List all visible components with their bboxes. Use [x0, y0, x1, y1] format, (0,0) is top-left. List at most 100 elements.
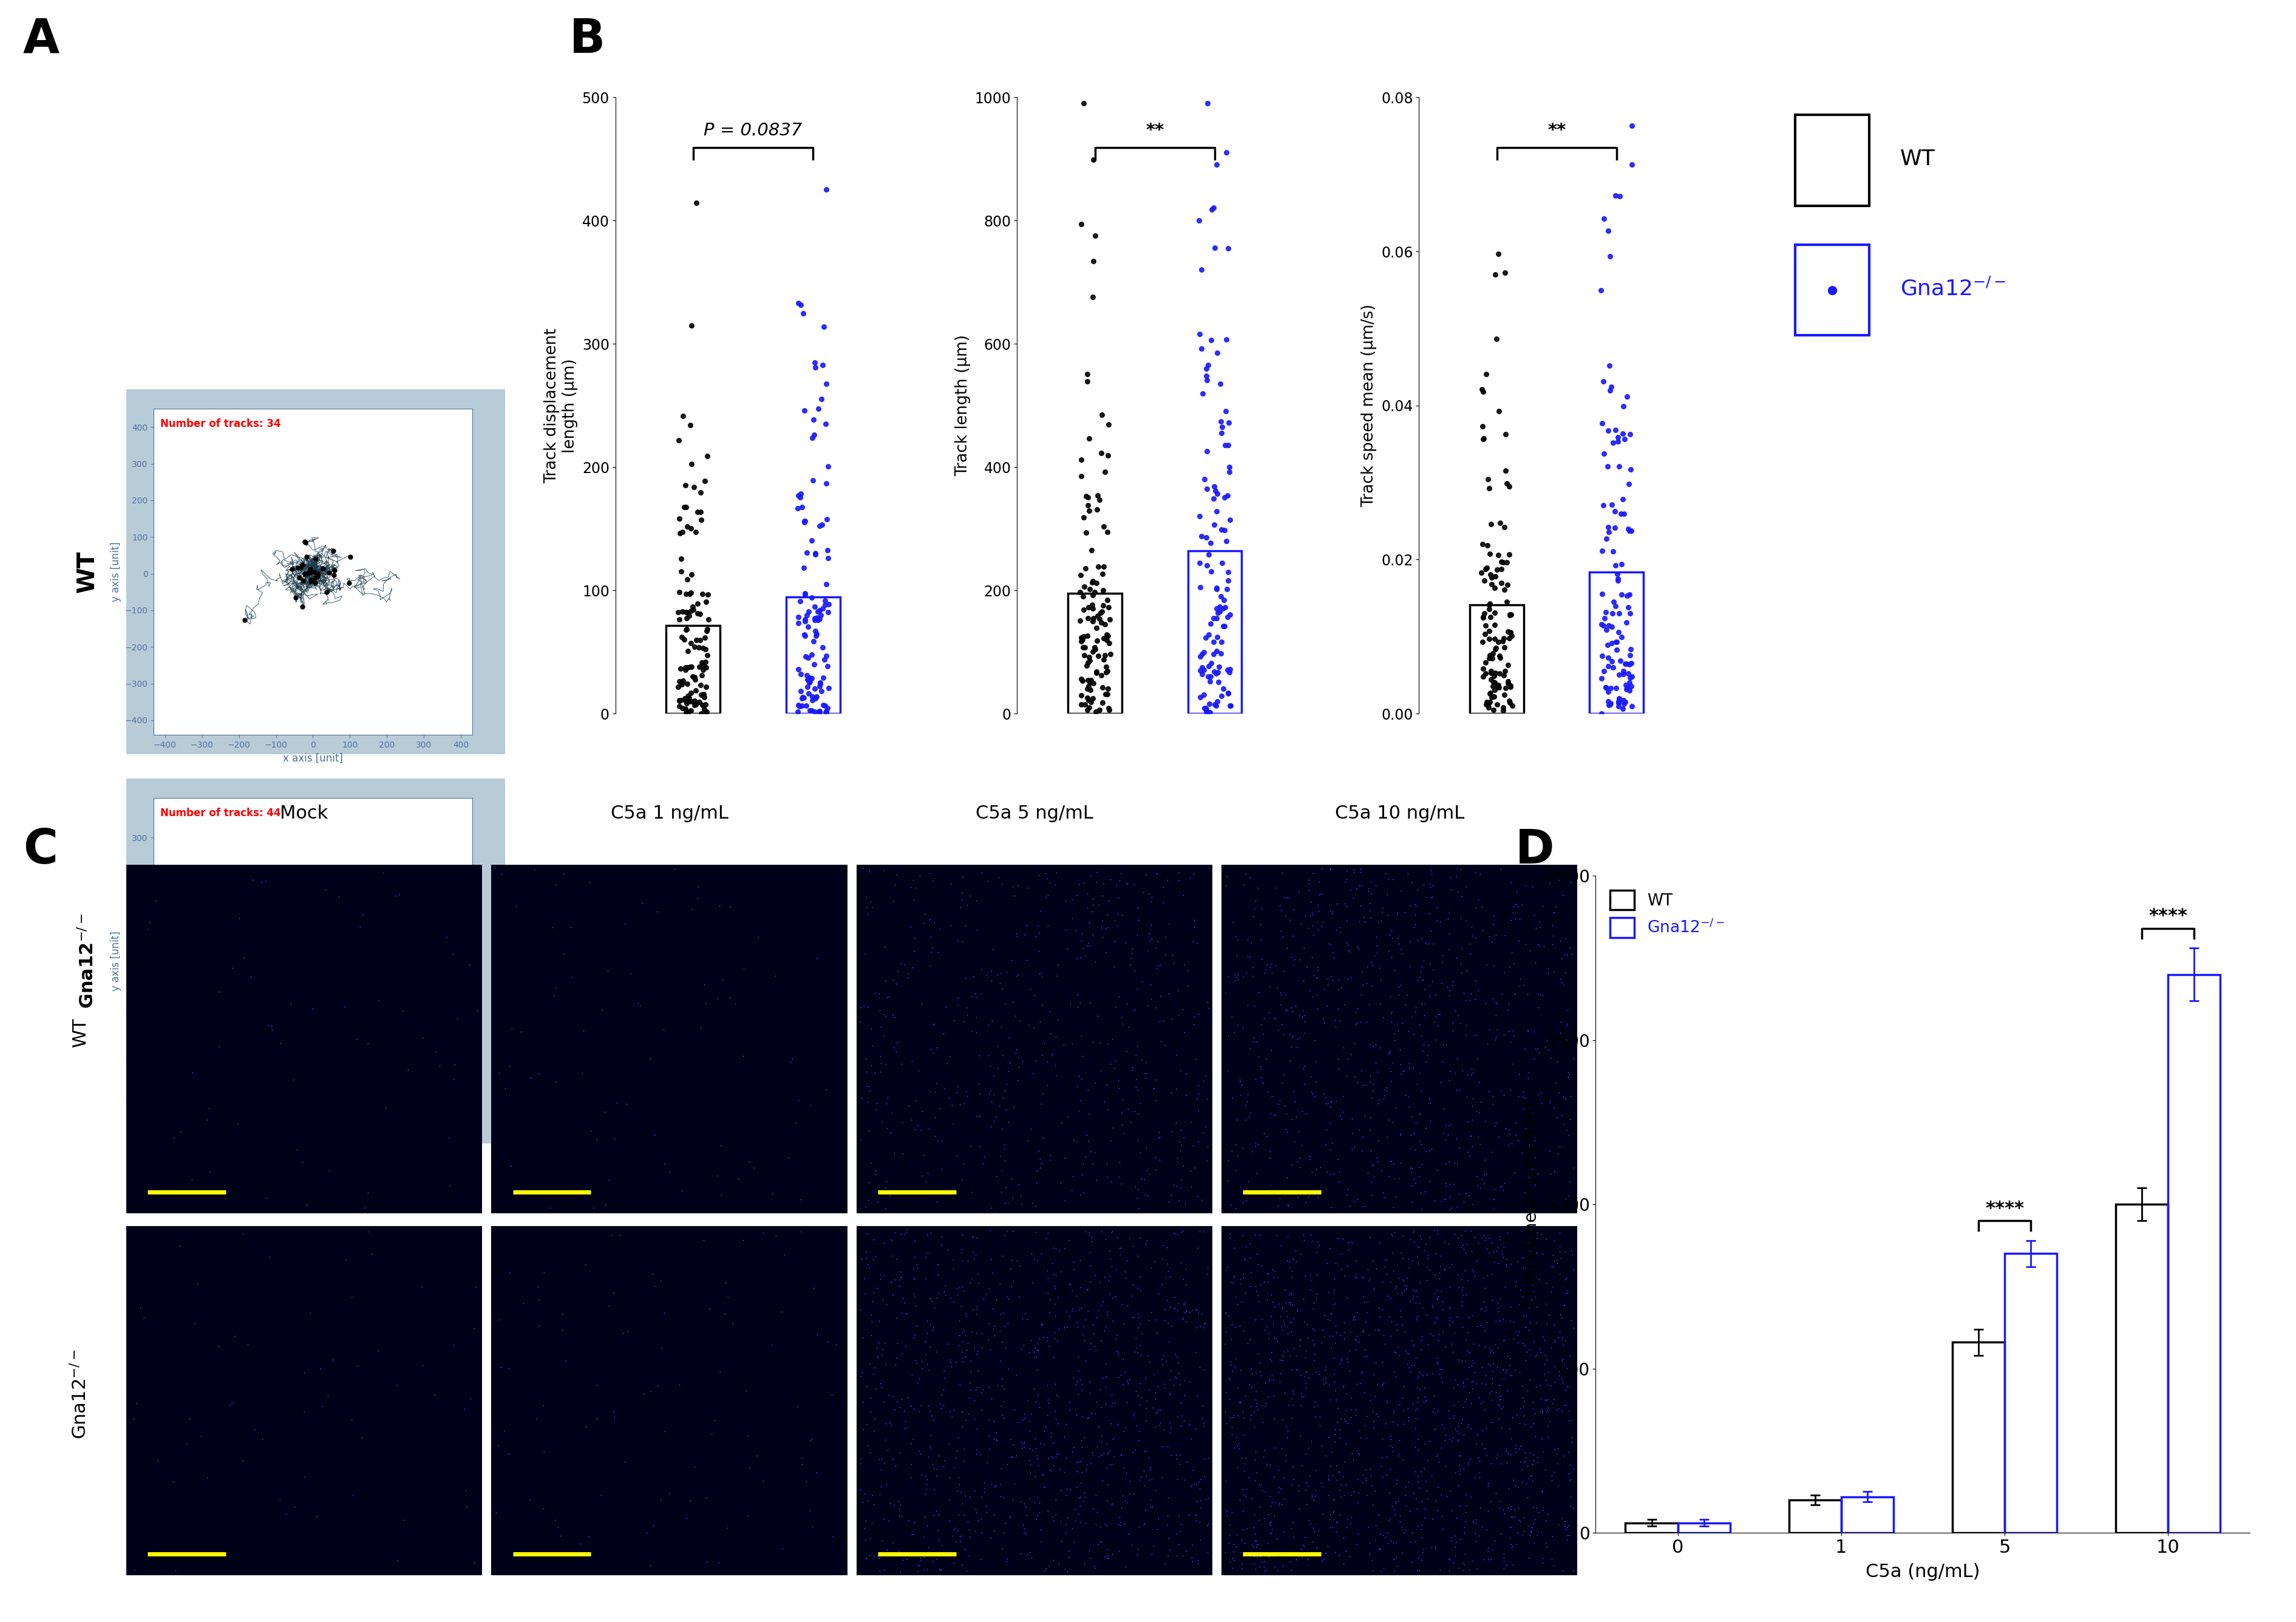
Point: [1368, 1390, 1405, 1416]
Point: [1486, 1273, 1522, 1299]
Point: [944, 1491, 980, 1517]
Point: [1495, 1551, 1531, 1577]
Point: [661, 521, 698, 547]
Point: [1541, 1512, 1577, 1538]
Point: [1019, 1484, 1056, 1510]
Point: [1479, 542, 1515, 568]
Point: [1352, 1169, 1389, 1195]
Point: [1130, 1444, 1166, 1470]
Point: [1552, 869, 1589, 895]
Point: [1313, 939, 1350, 965]
Point: [1396, 1416, 1433, 1442]
Point: [1095, 954, 1132, 980]
Point: [788, 602, 824, 628]
Point: [990, 1452, 1026, 1478]
Point: [983, 1455, 1019, 1481]
Point: [730, 1502, 767, 1528]
Point: [1265, 1312, 1302, 1338]
Point: [1208, 1379, 1244, 1405]
Point: [1061, 1508, 1097, 1534]
Point: [1125, 1458, 1162, 1484]
Point: [1612, 665, 1649, 691]
Point: [1490, 1440, 1527, 1466]
Point: [1033, 1421, 1070, 1447]
Point: [680, 874, 716, 900]
Point: [608, 1092, 645, 1118]
Point: [1272, 1281, 1309, 1307]
Point: [856, 1161, 893, 1187]
Point: [1504, 1457, 1541, 1483]
Point: [794, 1513, 831, 1539]
Point: [1180, 1547, 1217, 1573]
Point: [703, 1359, 739, 1385]
Point: [1520, 1444, 1557, 1470]
Point: [778, 495, 815, 521]
Point: [1072, 1546, 1109, 1572]
Point: [1506, 1314, 1543, 1340]
Point: [1029, 1220, 1065, 1246]
Point: [1127, 1061, 1164, 1087]
Point: [1072, 1330, 1109, 1356]
Point: [1481, 1372, 1518, 1398]
Point: [1410, 1332, 1446, 1358]
Point: [918, 1189, 955, 1215]
Point: [1442, 1526, 1479, 1552]
Point: [1449, 1231, 1486, 1257]
Point: [1593, 675, 1630, 701]
Point: [1345, 1413, 1382, 1439]
Point: [960, 1374, 996, 1400]
Point: [687, 701, 723, 727]
Point: [1504, 892, 1541, 918]
Point: [1398, 1388, 1435, 1414]
Point: [1396, 1056, 1433, 1082]
Point: [1231, 1103, 1267, 1129]
Point: [1035, 871, 1072, 897]
Point: [1435, 1017, 1472, 1043]
Point: [847, 1517, 884, 1543]
Point: [537, 871, 574, 897]
Point: [1481, 1298, 1518, 1324]
Point: [957, 1497, 994, 1523]
Point: [941, 1528, 978, 1554]
Point: [1492, 1513, 1529, 1539]
Point: [1387, 1483, 1424, 1508]
Point: [1219, 1455, 1256, 1481]
Point: [1123, 1278, 1159, 1304]
Point: [1545, 1083, 1582, 1109]
Point: [1063, 1087, 1100, 1113]
Point: [859, 1335, 895, 1361]
Point: [861, 1267, 898, 1293]
Point: [1513, 1223, 1550, 1249]
Point: [664, 545, 700, 571]
Point: [1483, 569, 1520, 595]
Point: [1054, 1296, 1091, 1322]
Point: [1293, 1267, 1329, 1293]
Point: [1065, 1161, 1102, 1187]
Point: [1412, 900, 1449, 926]
Point: [1215, 1270, 1251, 1296]
Point: [1490, 1019, 1527, 1045]
Point: [962, 1043, 999, 1069]
Point: [1274, 1392, 1311, 1418]
Point: [1226, 1483, 1263, 1508]
Point: [1412, 1427, 1449, 1453]
Point: [1068, 1218, 1104, 1244]
Point: [1325, 1525, 1362, 1551]
Point: [778, 1109, 815, 1135]
Point: [999, 873, 1035, 899]
Point: [999, 1045, 1035, 1071]
Point: [1228, 1106, 1265, 1132]
Point: [684, 657, 721, 683]
Point: [1238, 1132, 1274, 1158]
Point: [1472, 590, 1508, 616]
Point: [1336, 999, 1373, 1025]
Point: [983, 1272, 1019, 1298]
Point: [1495, 1405, 1531, 1431]
Point: [1123, 1166, 1159, 1192]
Point: [1430, 1197, 1467, 1223]
Point: [1242, 1350, 1279, 1375]
Point: [1114, 1054, 1150, 1080]
Point: [1100, 1067, 1137, 1093]
Point: [1251, 1513, 1288, 1539]
Point: [1178, 1046, 1215, 1072]
